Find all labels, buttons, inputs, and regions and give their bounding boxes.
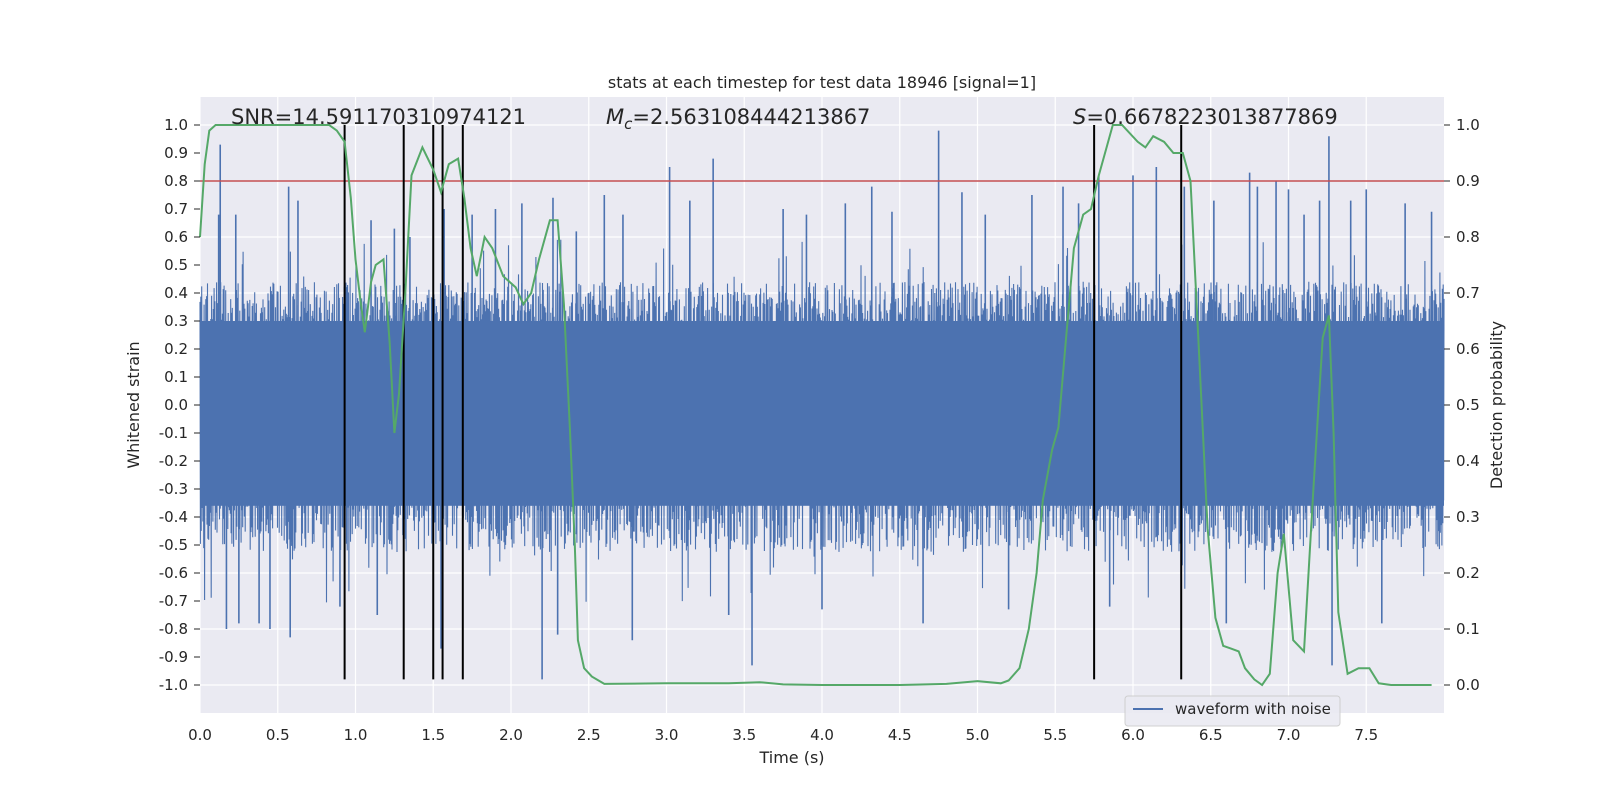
- y2-tick-label: 0.2: [1456, 564, 1480, 582]
- chart-title: stats at each timestep for test data 189…: [608, 73, 1036, 92]
- x-tick-label: 7.0: [1277, 726, 1301, 744]
- y2-tick-label: 0.6: [1456, 340, 1480, 358]
- y-tick-label: 0.3: [164, 312, 188, 330]
- x-tick-label: 5.5: [1043, 726, 1067, 744]
- y-tick-label: 0.7: [164, 200, 188, 218]
- spin-value: =0.6678223013877869: [1086, 105, 1337, 129]
- y-axis-label: Whitened strain: [124, 341, 143, 468]
- y-tick-label: 0.1: [164, 368, 188, 386]
- legend-label: waveform with noise: [1175, 700, 1331, 718]
- x-tick-label: 0.0: [188, 726, 212, 744]
- detection-markers: [343, 125, 1183, 680]
- y-tick-label: 0.8: [164, 172, 188, 190]
- y-tick-label: -0.8: [159, 620, 188, 638]
- x-tick-label: 1.5: [421, 726, 445, 744]
- y-tick-label: -0.1: [159, 424, 188, 442]
- probability-line: [199, 124, 1432, 687]
- x-tick-label: 3.5: [732, 726, 756, 744]
- x-tick-label: 1.0: [344, 726, 368, 744]
- legend-box: [1124, 695, 1341, 727]
- legend: waveform with noise: [1124, 695, 1341, 727]
- spin-annotation: S=0.6678223013877869: [1073, 105, 1338, 129]
- y-tick-label: 0.6: [164, 228, 188, 246]
- x-tick-label: 0.5: [266, 726, 290, 744]
- x-axis-ticks: 0.0 0.5 1.0 1.5 2.0 2.5 3.0 3.5 4.0 4.5 5.0 5.5 6.0 6…: [188, 726, 1378, 744]
- y-tick-label: -0.2: [159, 452, 188, 470]
- y-tick-label: 0.5: [164, 256, 188, 274]
- y-tick-label: 0.2: [164, 340, 188, 358]
- y2-tick-label: 0.7: [1456, 284, 1480, 302]
- spin-symbol: S: [1073, 105, 1086, 129]
- y-tick-label: -0.5: [159, 536, 188, 554]
- y2-tick-label: 0.5: [1456, 396, 1480, 414]
- y-tick-label: -0.7: [159, 592, 188, 610]
- y-tick-label: 0.4: [164, 284, 188, 302]
- x-tick-label: 4.0: [810, 726, 834, 744]
- x-tick-label: 3.0: [655, 726, 679, 744]
- chirp-mass-subscript: c: [624, 115, 633, 133]
- x-tick-label: 2.5: [577, 726, 601, 744]
- y2-tick-label: 0.9: [1456, 172, 1480, 190]
- snr-annotation: SNR=14.591170310974121: [231, 105, 526, 129]
- y-tick-label: -1.0: [159, 676, 188, 694]
- y-tick-label: -0.6: [159, 564, 188, 582]
- y-tick-label: -0.9: [159, 648, 188, 666]
- y2-tick-label: 0.8: [1456, 228, 1480, 246]
- y2-tick-label: 0.1: [1456, 620, 1480, 638]
- chirp-mass-symbol: M: [606, 105, 624, 129]
- y-tick-label: -0.3: [159, 480, 188, 498]
- probability-series: [199, 124, 1432, 687]
- y-tick-label: 0.0: [164, 396, 188, 414]
- y2-tick-label: 0.0: [1456, 676, 1480, 694]
- chirp-mass-annotation: Mc=2.563108444213867: [606, 105, 870, 133]
- waveform-series: [199, 130, 1445, 680]
- y-axis-ticks: 1.0 0.9 0.8 0.7 0.6 0.5 0.4 0.3 0.2 0.1 0.0 -0.1 -0.…: [159, 116, 200, 694]
- chirp-mass-value: =2.563108444213867: [632, 105, 870, 129]
- y-tick-label: 1.0: [164, 116, 188, 134]
- y2-tick-label: 1.0: [1456, 116, 1480, 134]
- y2-axis-label: Detection probability: [1487, 321, 1506, 489]
- y2-tick-label: 0.3: [1456, 508, 1480, 526]
- y2-axis-ticks: 1.0 0.9 0.8 0.7 0.6 0.5 0.4 0.3 0.2 0.1 0.0: [1444, 116, 1480, 694]
- x-tick-label: 6.0: [1121, 726, 1145, 744]
- y-tick-label: 0.9: [164, 144, 188, 162]
- x-tick-label: 7.5: [1354, 726, 1378, 744]
- x-tick-label: 4.5: [888, 726, 912, 744]
- y-tick-label: -0.4: [159, 508, 188, 526]
- y2-tick-label: 0.4: [1456, 452, 1480, 470]
- x-tick-label: 2.0: [499, 726, 523, 744]
- x-tick-label: 5.0: [966, 726, 990, 744]
- x-axis-label: Time (s): [758, 748, 824, 767]
- x-tick-label: 6.5: [1199, 726, 1223, 744]
